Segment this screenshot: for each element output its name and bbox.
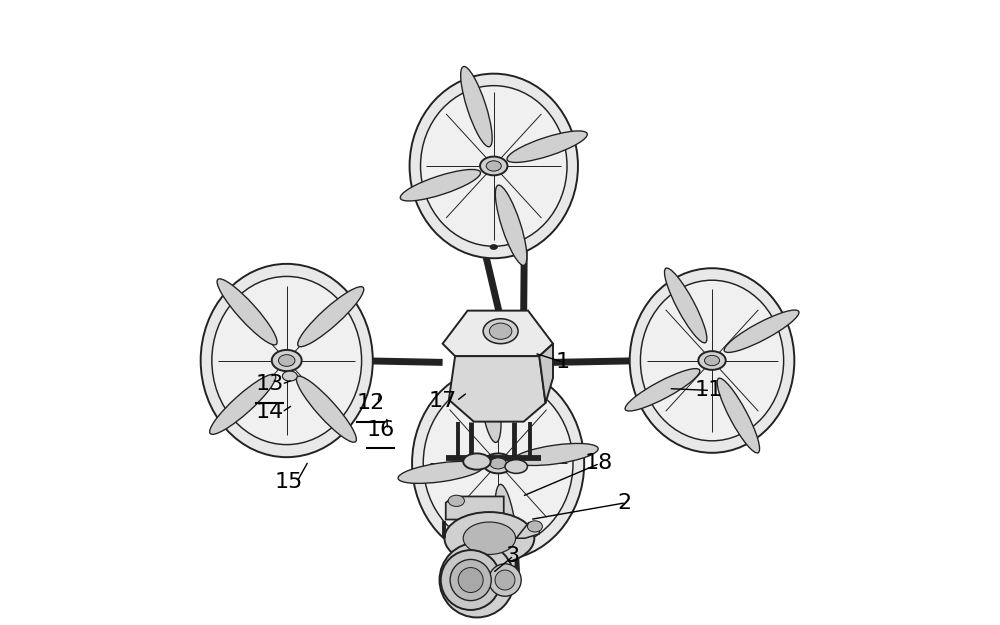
Ellipse shape	[298, 287, 364, 347]
Ellipse shape	[490, 458, 506, 469]
Ellipse shape	[463, 522, 516, 554]
Ellipse shape	[495, 570, 515, 590]
Text: 13: 13	[255, 374, 283, 394]
Ellipse shape	[724, 310, 799, 352]
Ellipse shape	[704, 356, 720, 366]
Ellipse shape	[483, 453, 513, 473]
Ellipse shape	[513, 444, 598, 466]
Ellipse shape	[440, 542, 514, 618]
Ellipse shape	[201, 264, 373, 457]
Ellipse shape	[486, 161, 501, 171]
Text: 18: 18	[584, 453, 613, 473]
Ellipse shape	[458, 568, 483, 592]
Ellipse shape	[507, 131, 587, 162]
Ellipse shape	[441, 550, 501, 610]
Ellipse shape	[448, 495, 464, 506]
Ellipse shape	[450, 559, 491, 601]
Polygon shape	[449, 356, 546, 422]
Ellipse shape	[398, 461, 483, 483]
Ellipse shape	[664, 268, 707, 343]
Ellipse shape	[698, 351, 726, 370]
Ellipse shape	[217, 279, 277, 345]
Text: 16: 16	[366, 420, 394, 440]
Text: 15: 15	[275, 472, 303, 492]
Ellipse shape	[272, 350, 302, 371]
Polygon shape	[446, 496, 504, 519]
Ellipse shape	[480, 157, 507, 175]
Ellipse shape	[296, 376, 356, 442]
Ellipse shape	[489, 564, 521, 596]
Ellipse shape	[489, 323, 512, 339]
Ellipse shape	[278, 354, 295, 366]
Ellipse shape	[444, 512, 534, 564]
Ellipse shape	[423, 379, 573, 548]
Text: 12: 12	[356, 393, 384, 413]
Text: 17: 17	[429, 391, 457, 411]
Ellipse shape	[494, 377, 502, 382]
Ellipse shape	[630, 268, 794, 453]
Ellipse shape	[483, 319, 518, 344]
Ellipse shape	[717, 378, 760, 453]
Text: 2: 2	[618, 492, 632, 512]
Ellipse shape	[625, 369, 700, 411]
Polygon shape	[443, 311, 553, 356]
Ellipse shape	[640, 280, 784, 441]
Ellipse shape	[212, 276, 362, 444]
Ellipse shape	[461, 66, 492, 147]
Polygon shape	[539, 344, 553, 403]
Ellipse shape	[495, 484, 517, 569]
Text: 11: 11	[695, 381, 723, 401]
Ellipse shape	[479, 357, 501, 442]
Ellipse shape	[400, 169, 481, 201]
Text: 3: 3	[505, 546, 520, 566]
Ellipse shape	[412, 367, 584, 560]
Ellipse shape	[410, 74, 578, 258]
Text: 1: 1	[555, 352, 569, 372]
Ellipse shape	[527, 521, 542, 532]
Ellipse shape	[495, 185, 527, 266]
Ellipse shape	[505, 459, 527, 473]
Polygon shape	[516, 522, 539, 538]
Ellipse shape	[282, 371, 297, 381]
Ellipse shape	[421, 86, 567, 246]
Text: 14: 14	[255, 402, 283, 422]
Ellipse shape	[463, 453, 491, 469]
Ellipse shape	[210, 374, 276, 434]
Ellipse shape	[490, 244, 498, 249]
